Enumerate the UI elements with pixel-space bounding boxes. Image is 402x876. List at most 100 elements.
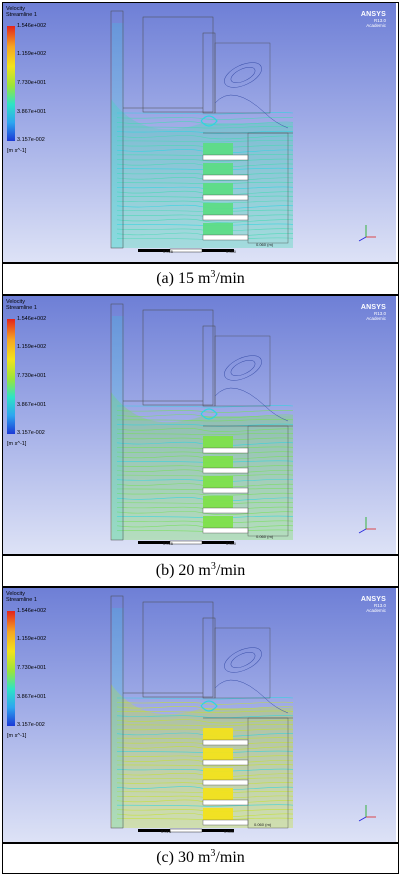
caption-cell-a <box>2 263 399 295</box>
scale-bar-black <box>138 249 170 252</box>
louvre-jet <box>203 728 233 740</box>
scale-label: 0.060 (m) <box>256 534 274 539</box>
legend-subtitle-c: Streamline 1 <box>6 597 37 603</box>
hood-body <box>142 16 214 113</box>
streamline <box>116 723 294 727</box>
louvre-jet <box>203 183 233 195</box>
vortex <box>214 94 289 129</box>
streamline <box>116 423 294 427</box>
streamline <box>116 130 294 134</box>
vortex <box>224 355 262 381</box>
brand-edition: Academic <box>366 608 386 613</box>
legend-tick: 3.867e+001 <box>17 109 47 115</box>
vortex <box>214 387 289 422</box>
upper-chamber <box>214 42 271 114</box>
streamline <box>116 432 294 436</box>
caption-a: (a) 15 m3/min <box>2 269 399 288</box>
louvre-blade <box>202 739 249 746</box>
caption-cell-b <box>2 555 399 587</box>
hood-body <box>142 309 214 406</box>
louvre-blade <box>202 194 249 201</box>
inlet-duct <box>110 10 124 249</box>
scale-bar-black <box>202 249 234 252</box>
streamline <box>116 764 294 767</box>
simulation-panel-b: Velocity Streamline 1 1.546e+002 1.159e+… <box>3 296 396 554</box>
louvre-blade <box>202 507 249 514</box>
louvre-jet <box>203 203 233 215</box>
legend-tick: 1.159e+002 <box>17 51 47 57</box>
inlet-duct <box>110 303 124 541</box>
scale-bar-white <box>169 540 203 545</box>
legend-tick: 7.730e+001 <box>17 665 47 671</box>
legend-tick: 1.546e+002 <box>17 23 47 29</box>
streamline <box>116 804 294 807</box>
legend-tick: 1.159e+002 <box>17 344 47 350</box>
louvre-blade <box>202 487 249 494</box>
throat-curl <box>200 115 218 127</box>
streamline <box>116 200 294 204</box>
louvre-blade <box>202 779 249 786</box>
legend-tick: 1.546e+002 <box>17 316 47 322</box>
streamline <box>116 719 294 724</box>
louvre-blade <box>202 819 249 826</box>
upper-chamber <box>214 627 271 699</box>
brand-version: R13.0 <box>373 603 386 608</box>
caption-text: (b) 20 m <box>155 562 211 579</box>
louvre-jet <box>203 143 233 155</box>
legend-tick: 3.157e-002 <box>17 137 45 143</box>
legend-tick: 3.867e+001 <box>17 694 47 700</box>
scale-bar-black <box>138 541 170 544</box>
caption-sup: 3 <box>210 269 216 280</box>
caption-suffix: /min <box>215 270 245 287</box>
scale-bar-white <box>169 828 203 833</box>
louvre-blade <box>202 799 249 806</box>
scale-label: 0.040 <box>226 249 237 254</box>
streamline <box>116 135 294 140</box>
legend-tick: 3.157e-002 <box>17 722 45 728</box>
throat-curl <box>200 408 218 420</box>
streamline <box>116 126 294 129</box>
louvre-jet <box>203 748 233 760</box>
streamline <box>116 139 294 143</box>
streamline <box>116 710 294 713</box>
brand-name: ANSYS <box>360 11 386 18</box>
scale-label: 0.015 <box>161 829 172 834</box>
vortex <box>224 62 262 88</box>
scale-label: 0.060 (m) <box>254 822 272 827</box>
streamline <box>116 715 294 719</box>
legend-tick: 3.867e+001 <box>17 402 47 408</box>
scale-bar-white <box>169 248 203 253</box>
ansys-logo-b: ANSYS R13.0 Academic <box>361 304 386 321</box>
louvre-jet <box>203 808 233 820</box>
legend-unit: [m s^-1] <box>7 733 27 739</box>
legend-title-a: Velocity <box>6 6 25 12</box>
louvre-blade <box>202 447 249 454</box>
color-legend-c: Velocity Streamline 1 1.546e+002 1.159e+… <box>6 591 66 739</box>
brand-edition: Academic <box>366 316 386 321</box>
scale-bar-black <box>202 829 234 832</box>
streamline <box>116 428 294 432</box>
legend-tick: 1.546e+002 <box>17 608 47 614</box>
louvre-jet <box>203 163 233 175</box>
caption-text: (c) 30 m <box>156 849 211 866</box>
simulation-panel-c: Velocity Streamline 1 1.546e+002 1.159e+… <box>3 588 396 842</box>
scale-label: 0.015 <box>163 249 174 254</box>
color-legend-a: Velocity Streamline 1 1.546e+002 1.159e+… <box>6 6 66 154</box>
louvre-jet <box>203 223 233 235</box>
louvre-blade <box>202 527 249 534</box>
vortex <box>230 67 256 83</box>
streamline <box>116 158 294 162</box>
brand-name: ANSYS <box>360 596 386 603</box>
streamline-plot-c <box>110 595 376 833</box>
ansys-logo-a: ANSYS R13.0 Academic <box>361 11 386 28</box>
z-axis-arrow <box>358 528 367 534</box>
legend-title-c: Velocity <box>6 591 25 597</box>
colorbar-c <box>7 611 15 726</box>
caption-sup: 3 <box>210 561 216 572</box>
upper-chamber <box>214 335 271 407</box>
legend-tick: 1.159e+002 <box>17 636 47 642</box>
scale-label: 0.040 <box>226 541 237 546</box>
streamline <box>116 112 294 115</box>
scale-bar-black <box>138 829 170 832</box>
z-axis-arrow <box>358 816 367 822</box>
